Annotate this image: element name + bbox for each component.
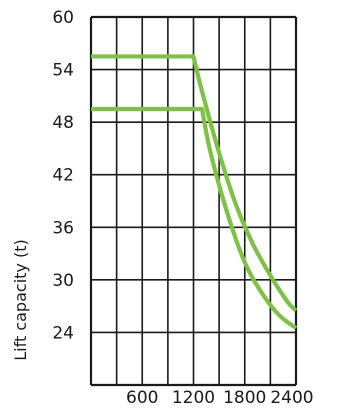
- series-group: [91, 54, 298, 330]
- x-tick-label: 1800: [223, 388, 266, 408]
- y-tick-label: 36: [52, 218, 74, 238]
- series-line-1: [91, 54, 298, 313]
- y-axis-label: Lift capacity (t): [11, 239, 30, 360]
- x-tick-label: 1200: [172, 388, 215, 408]
- y-tick-label: 24: [52, 323, 74, 343]
- x-tick-label: 2400: [270, 388, 313, 408]
- grid: [89, 15, 298, 387]
- y-tick-label: 42: [52, 166, 74, 186]
- x-tick-labels: 600 1200 1800 2400: [126, 388, 314, 408]
- y-tick-label: 60: [52, 8, 74, 28]
- series-line-2: [91, 106, 298, 330]
- x-tick-label: 600: [126, 388, 158, 408]
- y-tick-label: 54: [52, 61, 74, 81]
- y-tick-label: 48: [52, 113, 74, 133]
- y-tick-label: 30: [52, 271, 74, 291]
- y-tick-labels: 60 54 48 42 36 30 24: [52, 8, 74, 343]
